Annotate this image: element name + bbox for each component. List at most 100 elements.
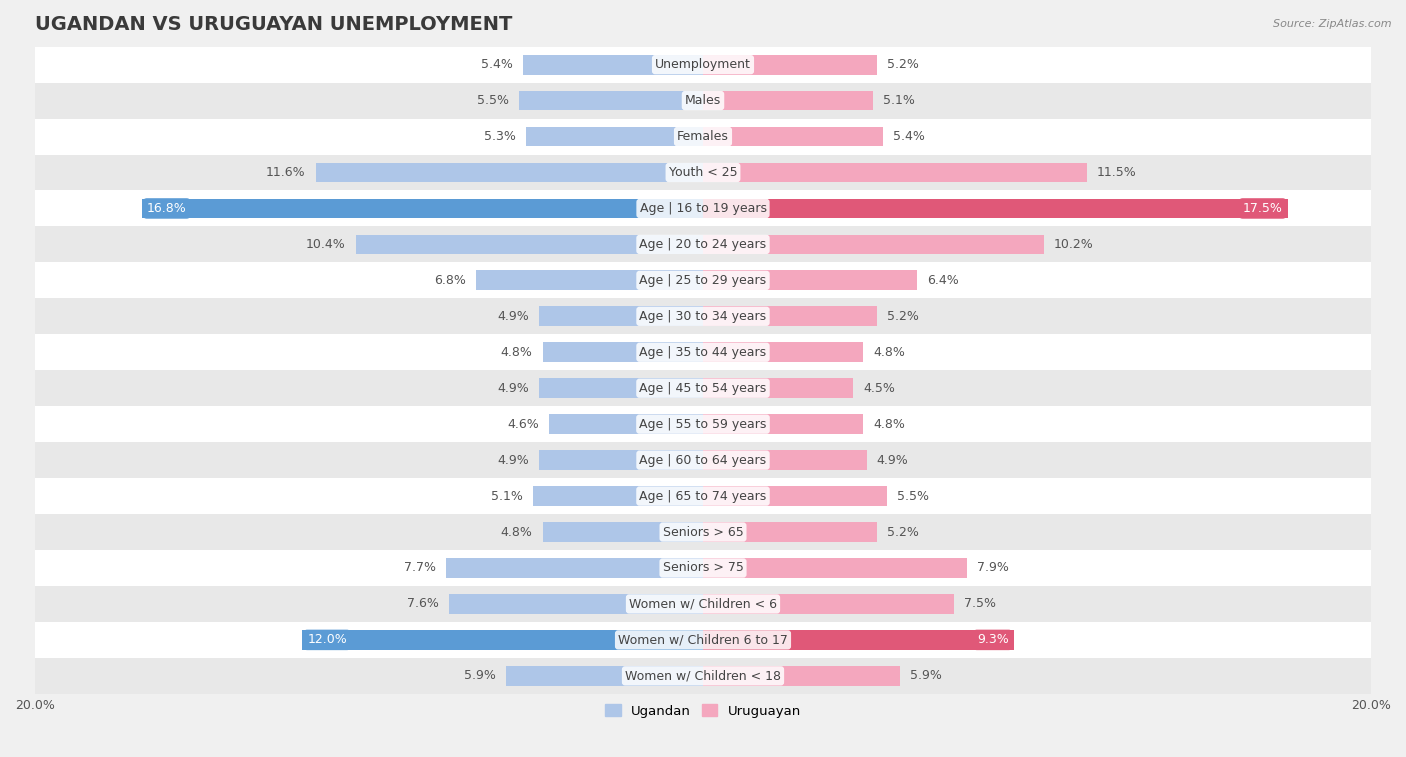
Text: 7.5%: 7.5% xyxy=(963,597,995,610)
Text: 5.1%: 5.1% xyxy=(491,490,523,503)
Text: Unemployment: Unemployment xyxy=(655,58,751,71)
Bar xyxy=(703,307,877,326)
Bar xyxy=(703,522,877,542)
Bar xyxy=(703,342,863,362)
Bar xyxy=(703,486,887,506)
Bar xyxy=(35,370,1371,407)
Text: UGANDAN VS URUGUAYAN UNEMPLOYMENT: UGANDAN VS URUGUAYAN UNEMPLOYMENT xyxy=(35,15,512,34)
Text: 7.9%: 7.9% xyxy=(977,562,1008,575)
Text: 4.9%: 4.9% xyxy=(498,382,529,394)
Text: 7.6%: 7.6% xyxy=(408,597,439,610)
Bar xyxy=(35,191,1371,226)
Text: Age | 25 to 29 years: Age | 25 to 29 years xyxy=(640,274,766,287)
Text: 5.3%: 5.3% xyxy=(484,130,516,143)
Text: Age | 35 to 44 years: Age | 35 to 44 years xyxy=(640,346,766,359)
Text: 11.5%: 11.5% xyxy=(1097,166,1137,179)
Text: Seniors > 65: Seniors > 65 xyxy=(662,525,744,538)
Bar xyxy=(703,594,953,614)
Bar xyxy=(35,622,1371,658)
Text: 9.3%: 9.3% xyxy=(977,634,1008,646)
Text: 4.8%: 4.8% xyxy=(873,346,905,359)
Bar xyxy=(35,658,1371,694)
Text: 6.4%: 6.4% xyxy=(927,274,959,287)
Bar xyxy=(356,235,703,254)
Bar xyxy=(449,594,703,614)
Bar xyxy=(703,55,877,74)
Text: Age | 45 to 54 years: Age | 45 to 54 years xyxy=(640,382,766,394)
Bar xyxy=(446,558,703,578)
Bar xyxy=(540,378,703,398)
Bar xyxy=(315,163,703,182)
Text: 5.5%: 5.5% xyxy=(477,94,509,107)
Bar xyxy=(703,163,1087,182)
Bar xyxy=(35,119,1371,154)
Text: 11.6%: 11.6% xyxy=(266,166,305,179)
Bar xyxy=(703,558,967,578)
Text: 4.5%: 4.5% xyxy=(863,382,896,394)
Bar xyxy=(540,307,703,326)
Bar xyxy=(519,91,703,111)
Text: Females: Females xyxy=(678,130,728,143)
Text: 5.5%: 5.5% xyxy=(897,490,929,503)
Text: Age | 60 to 64 years: Age | 60 to 64 years xyxy=(640,453,766,466)
Text: 10.4%: 10.4% xyxy=(307,238,346,251)
Text: 5.9%: 5.9% xyxy=(464,669,496,682)
Bar xyxy=(533,486,703,506)
Bar xyxy=(703,450,866,470)
Text: Women w/ Children < 6: Women w/ Children < 6 xyxy=(628,597,778,610)
Bar xyxy=(703,270,917,290)
Text: 4.8%: 4.8% xyxy=(501,346,533,359)
Text: Age | 65 to 74 years: Age | 65 to 74 years xyxy=(640,490,766,503)
Bar xyxy=(703,630,1014,650)
Bar xyxy=(703,126,883,146)
Bar xyxy=(550,414,703,434)
Bar xyxy=(506,666,703,686)
Bar xyxy=(35,407,1371,442)
Text: 17.5%: 17.5% xyxy=(1243,202,1282,215)
Text: 5.9%: 5.9% xyxy=(910,669,942,682)
Bar xyxy=(142,198,703,218)
Text: 6.8%: 6.8% xyxy=(434,274,465,287)
Bar xyxy=(703,91,873,111)
Text: 7.7%: 7.7% xyxy=(404,562,436,575)
Bar xyxy=(35,335,1371,370)
Bar xyxy=(540,450,703,470)
Bar xyxy=(703,198,1288,218)
Text: 4.8%: 4.8% xyxy=(501,525,533,538)
Text: 5.2%: 5.2% xyxy=(887,58,918,71)
Text: 4.9%: 4.9% xyxy=(498,453,529,466)
Bar xyxy=(475,270,703,290)
Text: 16.8%: 16.8% xyxy=(146,202,187,215)
Text: Age | 16 to 19 years: Age | 16 to 19 years xyxy=(640,202,766,215)
Bar xyxy=(302,630,703,650)
Bar xyxy=(35,298,1371,335)
Bar xyxy=(35,47,1371,83)
Bar xyxy=(35,586,1371,622)
Text: 5.1%: 5.1% xyxy=(883,94,915,107)
Bar xyxy=(35,154,1371,191)
Bar xyxy=(35,478,1371,514)
Bar xyxy=(35,263,1371,298)
Text: Age | 20 to 24 years: Age | 20 to 24 years xyxy=(640,238,766,251)
Text: Women w/ Children < 18: Women w/ Children < 18 xyxy=(626,669,780,682)
Text: Youth < 25: Youth < 25 xyxy=(669,166,737,179)
Text: Males: Males xyxy=(685,94,721,107)
Bar xyxy=(703,378,853,398)
Bar xyxy=(703,414,863,434)
Bar xyxy=(526,126,703,146)
Text: Age | 30 to 34 years: Age | 30 to 34 years xyxy=(640,310,766,322)
Text: 4.8%: 4.8% xyxy=(873,418,905,431)
Text: 5.2%: 5.2% xyxy=(887,310,918,322)
Bar xyxy=(35,226,1371,263)
Bar xyxy=(35,550,1371,586)
Text: 5.2%: 5.2% xyxy=(887,525,918,538)
Text: 4.9%: 4.9% xyxy=(498,310,529,322)
Text: 5.4%: 5.4% xyxy=(481,58,513,71)
Legend: Ugandan, Uruguayan: Ugandan, Uruguayan xyxy=(599,699,807,723)
Bar xyxy=(703,235,1043,254)
Bar xyxy=(543,342,703,362)
Text: 5.4%: 5.4% xyxy=(893,130,925,143)
Text: 10.2%: 10.2% xyxy=(1053,238,1094,251)
Bar xyxy=(523,55,703,74)
Text: 12.0%: 12.0% xyxy=(307,634,347,646)
